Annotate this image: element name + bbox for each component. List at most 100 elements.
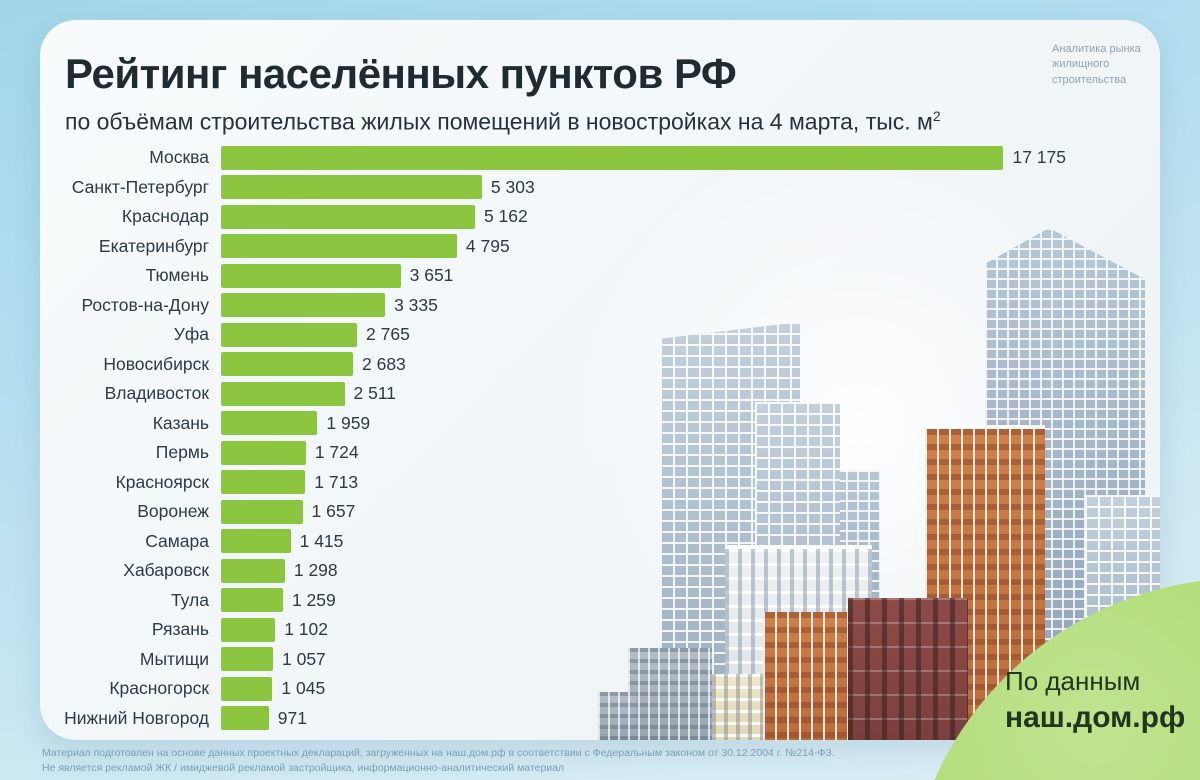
chart-row: Тула 1 259 <box>40 586 1160 616</box>
bar-area: 1 713 <box>221 470 1066 495</box>
value-label: 1 713 <box>314 471 359 492</box>
bar <box>221 263 401 288</box>
value-label: 1 298 <box>293 560 338 581</box>
bar <box>221 145 1004 170</box>
bar <box>221 381 345 406</box>
bar-area: 2 511 <box>221 381 1066 406</box>
chart-row: Красноярск 1 713 <box>40 468 1160 498</box>
bar <box>221 647 273 672</box>
chart-row: Уфа 2 765 <box>40 320 1160 350</box>
chart-row: Краснодар 5 162 <box>40 202 1160 232</box>
city-label: Казань <box>152 412 209 433</box>
bar <box>221 322 358 347</box>
source-badge-text: По данным наш.дом.рф <box>1005 666 1185 735</box>
city-label: Тула <box>170 589 209 610</box>
city-label: Ростов-на-Дону <box>81 294 209 315</box>
value-label: 1 657 <box>311 501 356 522</box>
value-label: 1 959 <box>326 412 371 433</box>
value-label: 17 175 <box>1012 147 1066 168</box>
bar-area: 1 102 <box>221 617 1066 642</box>
city-label: Воронеж <box>137 501 209 522</box>
chart-row: Нижний Новгород 971 <box>40 704 1160 734</box>
value-label: 1 102 <box>284 619 328 640</box>
bar-area: 5 162 <box>221 204 1066 229</box>
value-label: 1 057 <box>282 648 326 669</box>
subtitle-superscript: 2 <box>932 108 941 124</box>
bar <box>221 175 482 200</box>
value-label: 1 045 <box>281 678 326 699</box>
city-label: Красногорск <box>109 678 209 699</box>
bar-area: 1 959 <box>221 411 1066 436</box>
city-label: Самара <box>145 530 209 551</box>
bar <box>221 588 283 613</box>
footer-line: Материал подготовлен на основе данных пр… <box>42 747 835 759</box>
city-label: Краснодар <box>121 206 209 227</box>
bar-area: 971 <box>221 706 1066 731</box>
value-label: 1 259 <box>291 589 336 610</box>
chart-row: Воронеж 1 657 <box>40 497 1160 527</box>
bar-area: 4 795 <box>221 234 1066 259</box>
bar-area: 2 683 <box>221 352 1066 377</box>
source-badge-prefix: По данным <box>1005 666 1141 696</box>
chart-row: Пермь 1 724 <box>40 438 1160 468</box>
bar <box>221 440 306 465</box>
city-label: Санкт-Петербург <box>71 176 209 197</box>
footer-disclaimer: Материал подготовлен на основе данных пр… <box>42 746 835 776</box>
bar <box>221 411 318 436</box>
bar <box>221 352 353 377</box>
subtitle-text: по объёмам строительства жилых помещений… <box>65 108 933 135</box>
chart-row: Казань 1 959 <box>40 409 1160 439</box>
bar <box>221 706 269 731</box>
chart-row: Рязань 1 102 <box>40 615 1160 645</box>
page-title: Рейтинг населённых пунктов РФ <box>65 50 737 97</box>
chart-row: Санкт-Петербург 5 303 <box>40 173 1160 203</box>
city-label: Хабаровск <box>123 560 209 581</box>
chart-row: Ростов-на-Дону 3 335 <box>40 291 1160 321</box>
value-label: 5 303 <box>490 176 535 197</box>
analytics-line: строительства <box>1052 73 1127 86</box>
city-label: Мытищи <box>139 648 209 669</box>
value-label: 3 335 <box>394 294 438 315</box>
city-label: Нижний Новгород <box>64 707 209 728</box>
building-far-left-tower <box>598 692 636 740</box>
page-subtitle: по объёмам строительства жилых помещений… <box>65 108 941 136</box>
chart-row: Екатеринбург 4 795 <box>40 232 1160 262</box>
value-label: 1 415 <box>299 530 344 551</box>
city-label: Владивосток <box>104 383 209 404</box>
value-label: 1 724 <box>314 442 359 463</box>
bar <box>221 234 457 259</box>
bar-area: 1 657 <box>221 499 1066 524</box>
bar-area: 2 765 <box>221 322 1066 347</box>
bar <box>221 499 303 524</box>
value-label: 2 683 <box>362 353 406 374</box>
bar-area: 1 415 <box>221 529 1066 554</box>
chart-row: Москва 17 175 <box>40 143 1160 173</box>
chart-row: Хабаровск 1 298 <box>40 556 1160 586</box>
source-badge-name: наш.дом.рф <box>1005 701 1186 734</box>
bar <box>221 529 291 554</box>
chart-row: Самара 1 415 <box>40 527 1160 557</box>
bar-area: 3 335 <box>221 293 1066 318</box>
analytics-line: Аналитика рынка <box>1052 43 1141 55</box>
bar <box>221 558 285 583</box>
bar <box>221 204 475 229</box>
chart-row: Мытищи 1 057 <box>40 645 1160 675</box>
footer-line: Не является рекламой ЖК / имиджевой рекл… <box>42 762 565 775</box>
city-label: Москва <box>149 147 209 168</box>
bar-area: 1 259 <box>221 588 1066 613</box>
bar <box>221 470 306 495</box>
bar-area: 3 651 <box>221 263 1066 288</box>
building-dark-red-brick <box>848 598 968 740</box>
chart-row: Тюмень 3 651 <box>40 261 1160 291</box>
bar-chart: Москва 17 175 Санкт-Петербург 5 303 Крас… <box>40 143 1160 733</box>
city-label: Уфа <box>173 324 209 345</box>
value-label: 2 765 <box>366 324 410 345</box>
infographic-card: Рейтинг населённых пунктов РФ по объёмам… <box>40 20 1160 740</box>
value-label: 3 651 <box>409 265 454 286</box>
bar-area: 1 045 <box>221 676 1066 701</box>
city-label: Новосибирск <box>103 353 209 374</box>
city-label: Красноярск <box>115 471 209 492</box>
analytics-note: Аналитика рынка жилищного строительства <box>1052 42 1160 88</box>
city-label: Пермь <box>155 442 209 463</box>
